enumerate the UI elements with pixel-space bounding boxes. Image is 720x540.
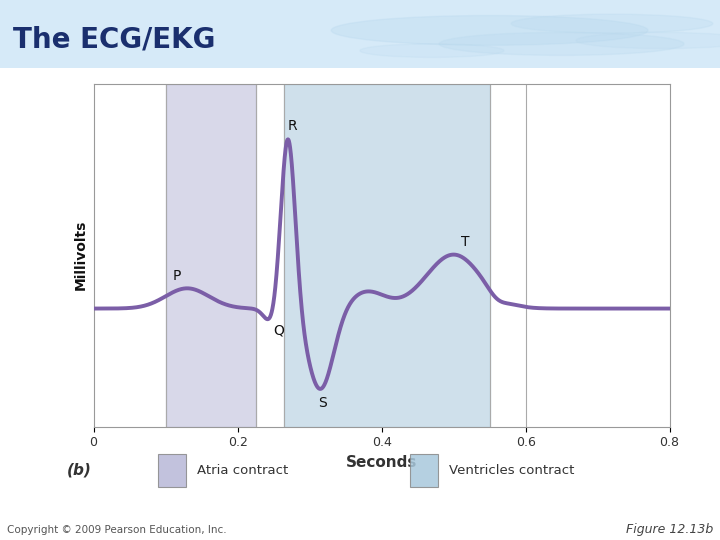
Text: (b): (b) — [67, 463, 91, 478]
Circle shape — [439, 32, 684, 56]
Text: P: P — [172, 269, 181, 284]
X-axis label: Seconds: Seconds — [346, 455, 418, 470]
Text: Figure 12.13b: Figure 12.13b — [626, 523, 713, 536]
Y-axis label: Millivolts: Millivolts — [74, 220, 88, 291]
Text: The ECG/EKG: The ECG/EKG — [13, 25, 215, 53]
Text: Atria contract: Atria contract — [197, 464, 288, 477]
Circle shape — [331, 16, 648, 45]
Text: R: R — [287, 119, 297, 133]
Bar — [158, 454, 186, 487]
Text: Ventricles contract: Ventricles contract — [449, 464, 574, 477]
Bar — [410, 454, 438, 487]
Bar — [166, 84, 256, 427]
Text: S: S — [318, 396, 327, 410]
Circle shape — [360, 44, 504, 57]
Text: Q: Q — [273, 323, 284, 337]
Circle shape — [576, 32, 720, 49]
Text: T: T — [461, 235, 469, 249]
Text: Copyright © 2009 Pearson Education, Inc.: Copyright © 2009 Pearson Education, Inc. — [7, 525, 227, 535]
Bar — [284, 84, 490, 427]
Circle shape — [511, 14, 713, 33]
